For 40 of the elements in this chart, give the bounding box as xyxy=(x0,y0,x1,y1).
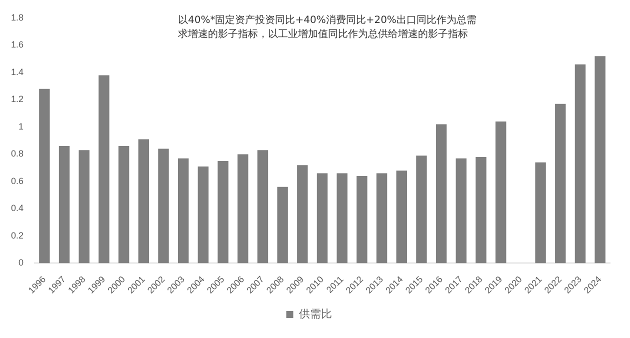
bar xyxy=(316,173,328,264)
bar xyxy=(356,176,368,264)
bar xyxy=(436,124,447,264)
y-tick-label: 1.4 xyxy=(10,66,24,77)
bar xyxy=(416,156,427,264)
bar xyxy=(336,173,348,264)
bar xyxy=(118,146,130,264)
bar xyxy=(555,104,566,264)
bar xyxy=(138,139,150,264)
bar xyxy=(594,56,606,264)
bar xyxy=(476,156,486,264)
bar xyxy=(238,154,248,264)
bar xyxy=(376,173,388,264)
bar xyxy=(58,146,70,264)
bar xyxy=(456,158,467,264)
y-tick-label: 1.2 xyxy=(10,94,24,104)
bar xyxy=(78,150,90,264)
y-tick-label: 1.6 xyxy=(10,40,24,50)
bar xyxy=(396,170,407,264)
bar xyxy=(178,158,189,264)
bar xyxy=(574,64,586,264)
annotation: 以40%*固定资产投资同比+40%消费同比+20%出口同比作为总需求增速的影子指标，以工业增加值同比作为总供给增速的影子指标 xyxy=(178,14,478,42)
bar xyxy=(98,75,110,264)
y-tick-label: 1.8 xyxy=(10,12,24,22)
y-tick-label: 0.4 xyxy=(10,203,24,214)
y-tick-label: 0.6 xyxy=(10,176,24,186)
y-tick-label: 1 xyxy=(18,121,24,132)
legend-label: 供需比 xyxy=(298,307,332,320)
bar xyxy=(297,165,308,264)
bar xyxy=(158,148,169,264)
y-tick-label: 0.8 xyxy=(10,148,24,159)
bar xyxy=(535,162,546,264)
bar xyxy=(39,88,50,264)
bar xyxy=(218,161,228,264)
bar xyxy=(198,166,209,264)
bar xyxy=(257,150,268,264)
y-tick-label: 0.2 xyxy=(10,230,24,240)
bar xyxy=(277,186,288,264)
bar xyxy=(496,122,506,264)
y-tick-label: 0 xyxy=(18,258,24,268)
